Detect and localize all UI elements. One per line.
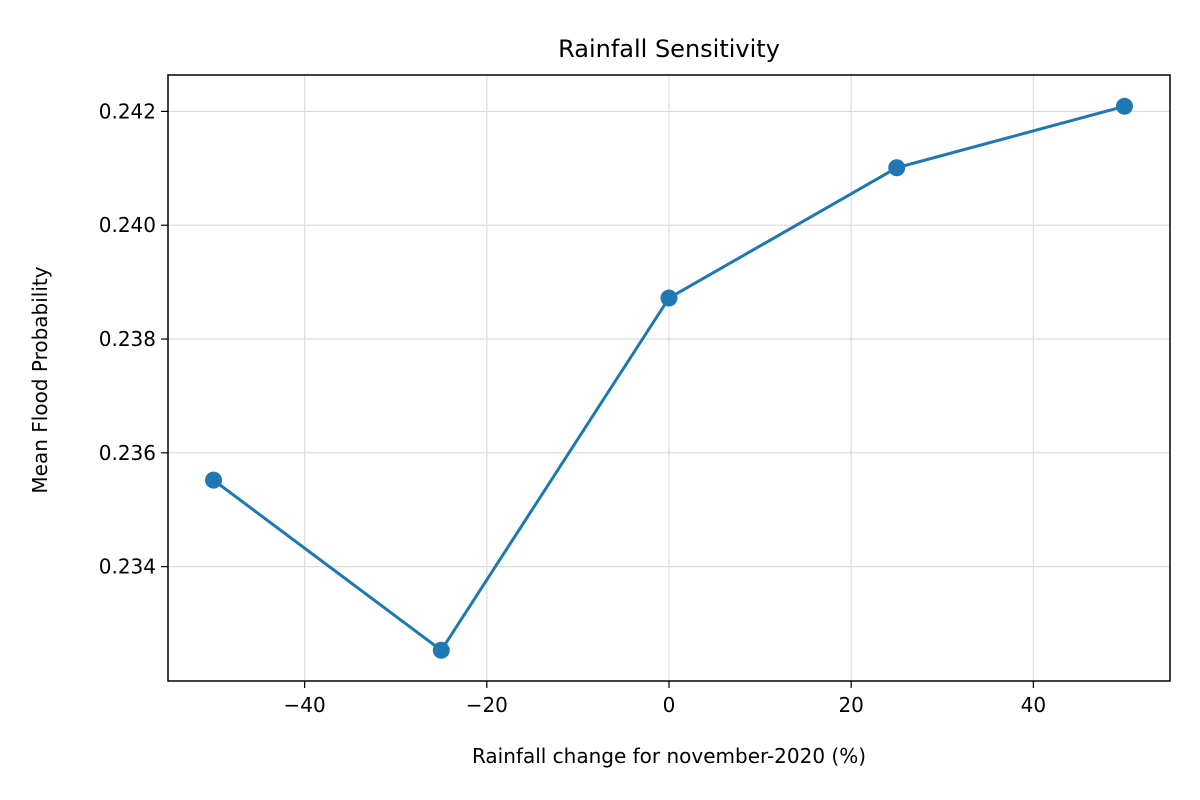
x-tick-label: 40 [1021, 693, 1046, 717]
data-point [888, 159, 906, 177]
data-point [205, 471, 223, 489]
data-point [432, 641, 450, 659]
x-tick-label: 0 [663, 693, 676, 717]
y-axis: 0.234 0.236 0.238 0.240 0.242 [99, 99, 168, 579]
data-point [1115, 97, 1133, 115]
y-tick-label: 0.240 [99, 213, 156, 237]
y-tick-label: 0.238 [99, 327, 156, 351]
chart-title: Rainfall Sensitivity [558, 35, 780, 63]
y-tick-label: 0.242 [99, 99, 156, 123]
y-tick-label: 0.234 [99, 555, 156, 579]
series-layer [205, 97, 1133, 659]
x-tick-label: −20 [466, 693, 508, 717]
x-tick-label: −40 [284, 693, 326, 717]
grid-lines [168, 75, 1170, 681]
y-tick-label: 0.236 [99, 441, 156, 465]
data-point [660, 289, 678, 307]
y-axis-label: Mean Flood Probability [28, 266, 52, 493]
x-tick-label: 20 [838, 693, 863, 717]
x-axis: −40 −20 0 20 40 [284, 681, 1046, 717]
x-axis-label: Rainfall change for november-2020 (%) [472, 744, 866, 768]
